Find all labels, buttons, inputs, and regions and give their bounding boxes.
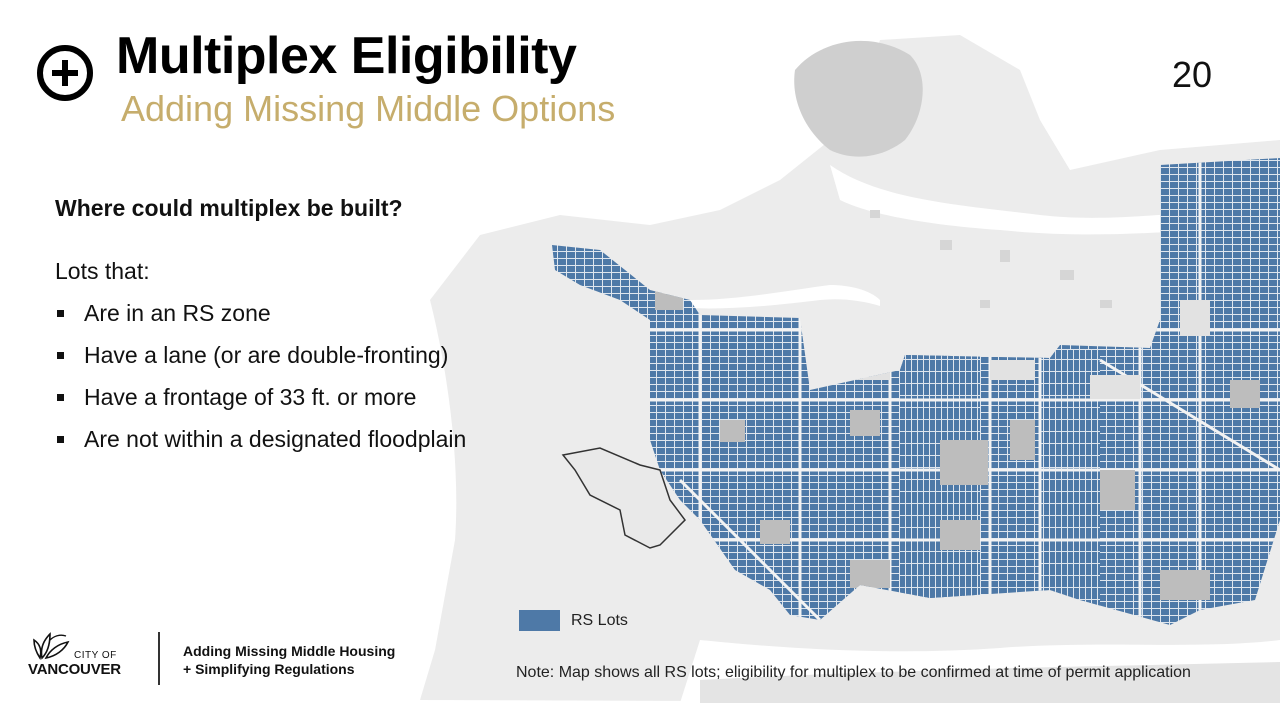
footer-program-line1: Adding Missing Middle Housing bbox=[183, 643, 396, 659]
water-false-creek bbox=[690, 285, 880, 309]
slide-subtitle: Adding Missing Middle Options bbox=[121, 88, 616, 129]
map-note: Note: Map shows all RS lots; eligibility… bbox=[516, 664, 1191, 681]
footer-divider bbox=[158, 632, 160, 685]
park-area bbox=[794, 40, 923, 157]
criteria-item: Are not within a designated floodplain bbox=[55, 424, 466, 466]
footer-program-line2: + Simplifying Regulations bbox=[183, 661, 355, 677]
city-of-vancouver-logo: CITY OF VANCOUVER bbox=[28, 630, 143, 680]
land-south bbox=[700, 662, 1280, 703]
map-legend: RS Lots bbox=[519, 610, 628, 631]
legend-swatch-rs-lots bbox=[519, 610, 560, 631]
lots-intro: Lots that: bbox=[55, 258, 150, 284]
logo-city-of: CITY OF bbox=[74, 650, 117, 661]
slide-title: Multiplex Eligibility bbox=[116, 27, 577, 85]
question-heading: Where could multiplex be built? bbox=[55, 195, 403, 221]
criteria-list: Are in an RS zone Have a lane (or are do… bbox=[55, 298, 466, 466]
criteria-item: Are in an RS zone bbox=[55, 298, 466, 340]
flower-logo-icon bbox=[33, 632, 70, 660]
page-number: 20 bbox=[1172, 54, 1213, 95]
downtown-blocks bbox=[870, 210, 1112, 308]
logo-vancouver: VANCOUVER bbox=[28, 661, 121, 678]
water-left bbox=[0, 0, 457, 703]
ubc-lands-outline bbox=[561, 447, 686, 549]
plus-circle-icon bbox=[37, 45, 93, 101]
legend-label: RS Lots bbox=[571, 611, 628, 629]
criteria-item: Have a lane (or are double-fronting) bbox=[55, 340, 466, 382]
criteria-item: Have a frontage of 33 ft. or more bbox=[55, 382, 466, 424]
